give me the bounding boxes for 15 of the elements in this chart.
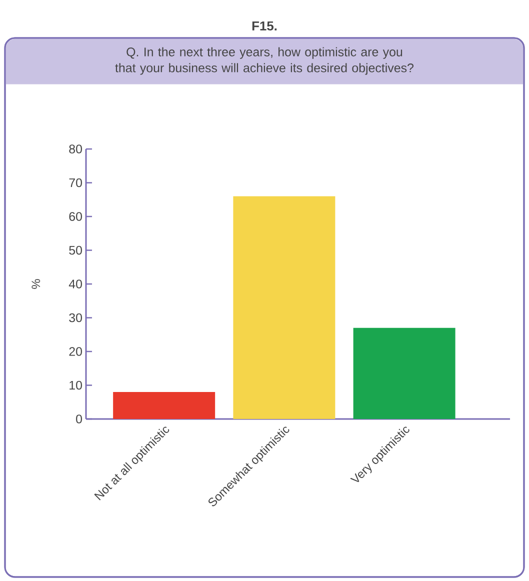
y-tick-label: 10 [70,380,82,390]
y-tick-label: 50 [69,246,82,255]
y-tick-label: 60 [69,212,82,221]
bar [113,392,216,419]
bar [353,328,456,419]
bar [233,196,336,419]
y-tick-label: 40 [68,280,82,288]
y-axis-title: % [32,279,40,289]
y-tick-label: 70 [69,178,82,188]
y-tick-label: 0 [76,414,82,424]
y-tick-label: 30 [69,313,82,322]
chart-subtitle: Q. In the next three years, how optimistic are you that your business will achieve its desired objectives? [115,47,414,75]
y-tick-label: 20 [69,347,82,356]
y-tick-label: 80 [69,144,82,154]
chart-title: F15. [252,21,277,31]
